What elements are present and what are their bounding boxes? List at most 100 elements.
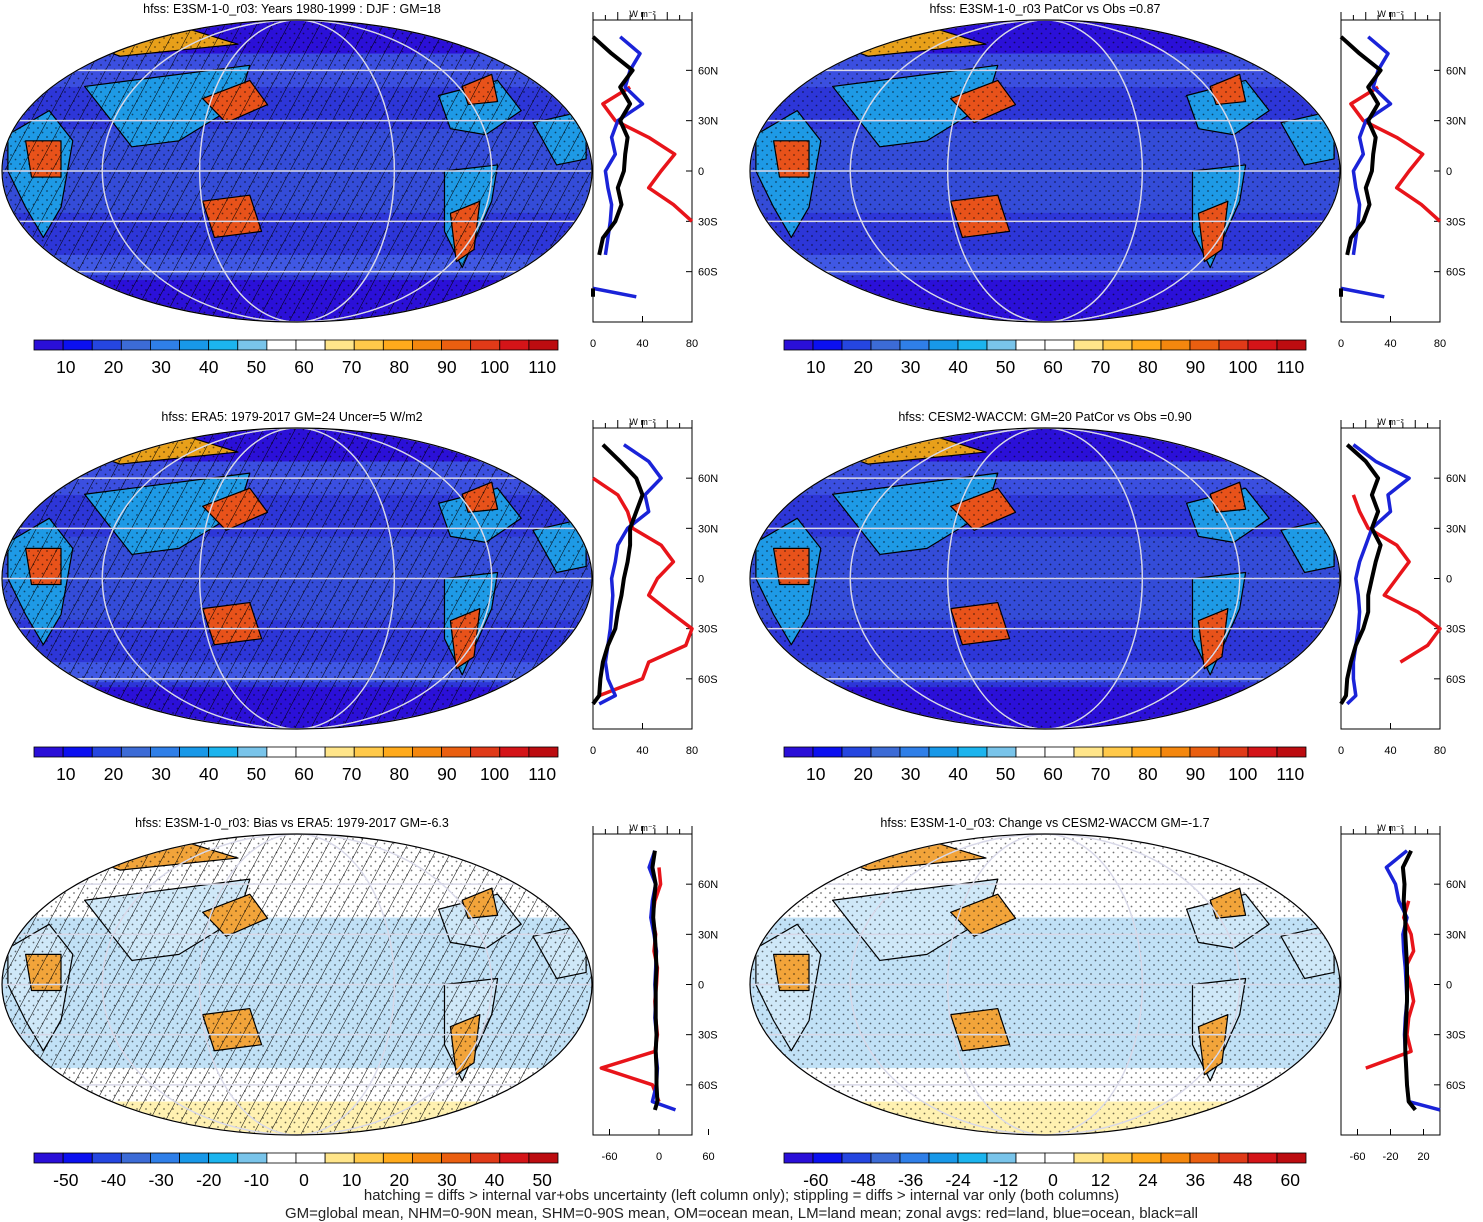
zonal-all-line [1339, 35, 1383, 297]
colorbar-cell [1073, 1152, 1104, 1164]
zonal-x-tick-label: 40 [1384, 338, 1396, 350]
colorbar-cell [120, 1152, 151, 1164]
colorbar-cell [237, 1152, 268, 1164]
colorbar-cell [1247, 1152, 1278, 1164]
colorbar-label: 100 [480, 764, 509, 784]
colorbar-cell [353, 746, 384, 758]
colorbar-label: 70 [342, 764, 362, 784]
zonal-all-line [1339, 443, 1383, 705]
map-outline [749, 833, 1341, 1136]
colorbar-label: 40 [485, 1170, 505, 1190]
colorbar-label: 50 [247, 764, 267, 784]
colorbar-cell [412, 746, 442, 758]
colorbar-cell [1247, 339, 1278, 351]
colorbar-cell [1160, 746, 1191, 758]
colorbar-label: -30 [148, 1170, 174, 1190]
colorbar-cell [382, 746, 413, 758]
colorbar-cell [1218, 1152, 1249, 1164]
zonal-land-line [592, 476, 694, 698]
colorbar-cell [899, 746, 930, 758]
zonal-lat-label: 30S [1446, 1030, 1466, 1042]
zonal-ocean-line [1340, 35, 1393, 299]
zonal-lat-label: 60N [698, 879, 718, 891]
zonal-lat-label: 0 [698, 574, 704, 586]
colorbar-label: 80 [390, 764, 410, 784]
colorbar-cell [382, 339, 413, 351]
zonal-lat-label: 60S [698, 267, 718, 279]
colorbar-cell [1189, 339, 1220, 351]
map-title: hfss: E3SM-1-0_r03 PatCor vs Obs =0.87 [929, 2, 1160, 16]
zonal-x-tick-label: 40 [636, 338, 648, 350]
colorbar-label: 110 [528, 764, 556, 784]
colorbar-cell [470, 1152, 501, 1164]
colorbar-cell [353, 1152, 384, 1164]
zonal-lat-label: 30N [698, 523, 718, 535]
colorbar-label: 30 [437, 1170, 457, 1190]
colorbar-label: -10 [244, 1170, 270, 1190]
colorbar-cell [928, 746, 959, 758]
panel-5: hfss: E3SM-1-0_r03: Bias vs ERA5: 1979-2… [1, 816, 718, 1190]
zonal-x-tick-label: 0 [590, 745, 596, 757]
colorbar-label: 10 [806, 764, 826, 784]
colorbar-label: 30 [151, 764, 171, 784]
colorbar-cell [957, 1152, 988, 1164]
colorbar-label: 0 [299, 1170, 309, 1190]
colorbar-label: 20 [853, 764, 873, 784]
colorbar-label: 40 [199, 764, 219, 784]
colorbar-cell [1247, 746, 1278, 758]
colorbar-label: 110 [1276, 357, 1304, 377]
colorbar-cell [1102, 339, 1133, 351]
colorbar-label: -20 [196, 1170, 222, 1190]
map-title: hfss: ERA5: 1979-2017 GM=24 Uncer=5 W/m2 [161, 410, 422, 424]
colorbar-cell [986, 1152, 1017, 1164]
colorbar-cell [150, 746, 180, 758]
meridian [198, 834, 395, 1135]
zonal-lat-label: 0 [698, 166, 704, 178]
panel-4: hfss: CESM2-WACCM: GM=20 PatCor vs Obs =… [749, 410, 1466, 784]
zonal-lat-label: 60N [1446, 65, 1466, 77]
colorbar-cell [324, 1152, 355, 1164]
colorbar-label: 0 [1048, 1170, 1058, 1190]
zonal-lat-label: 60S [1446, 267, 1466, 279]
colorbar-cell [441, 339, 472, 351]
colorbar-label: 80 [1138, 764, 1158, 784]
colorbar-cell [499, 746, 530, 758]
colorbar-label: 90 [1186, 357, 1206, 377]
zonal-frame [592, 19, 693, 323]
colorbar-cell [120, 746, 151, 758]
colorbar-cell [928, 339, 959, 351]
colorbar-label: -50 [53, 1170, 79, 1190]
colorbar-label: 100 [480, 357, 509, 377]
colorbar-cell [150, 339, 180, 351]
map-outline [749, 19, 1341, 323]
colorbar-cell [62, 1152, 93, 1164]
zonal-frame [1340, 19, 1441, 323]
colorbar-cell [928, 1152, 959, 1164]
map-title: hfss: E3SM-1-0_r03: Bias vs ERA5: 1979-2… [135, 816, 449, 830]
meridian [849, 834, 1241, 1135]
colorbar-cell [499, 1152, 530, 1164]
meridian [947, 834, 1144, 1135]
colorbar-cell [62, 339, 93, 351]
colorbar-cell [528, 1152, 559, 1164]
colorbar-label: -40 [101, 1170, 127, 1190]
colorbar-cell [1131, 746, 1162, 758]
colorbar-cell [324, 339, 355, 351]
panel-3: hfss: ERA5: 1979-2017 GM=24 Uncer=5 W/m2… [1, 410, 718, 784]
zonal-lat-label: 30N [1446, 929, 1466, 941]
zonal-ocean-line [1384, 849, 1441, 1112]
colorbar-cell [208, 1152, 239, 1164]
colorbar-label: 60 [294, 764, 314, 784]
colorbar-cell [1218, 339, 1249, 351]
colorbar-cell [295, 339, 326, 351]
map [750, 834, 1340, 1135]
zonal-lat-label: 30N [1446, 523, 1466, 535]
colorbar-cell [120, 339, 151, 351]
zonal-x-tick-label: 0 [656, 1151, 662, 1163]
colorbar-cell [986, 339, 1017, 351]
zonal-x-tick-label: 40 [1384, 745, 1396, 757]
